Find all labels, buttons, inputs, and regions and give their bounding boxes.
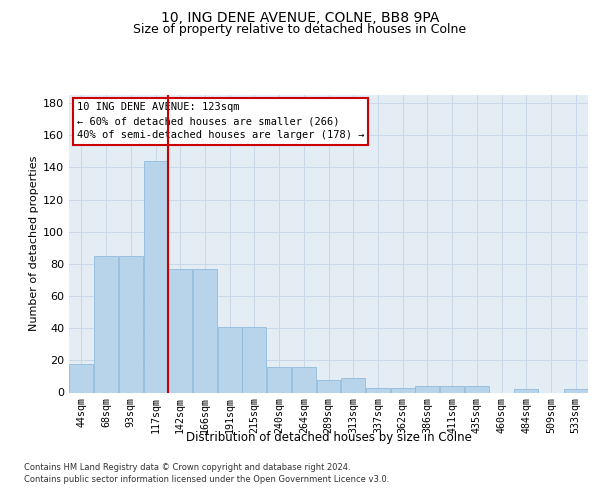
- Bar: [341, 378, 365, 392]
- Bar: [94, 256, 118, 392]
- Bar: [514, 390, 538, 392]
- Text: 10 ING DENE AVENUE: 123sqm
← 60% of detached houses are smaller (266)
40% of sem: 10 ING DENE AVENUE: 123sqm ← 60% of deta…: [77, 102, 364, 141]
- Bar: [465, 386, 489, 392]
- Bar: [70, 364, 94, 392]
- Bar: [119, 256, 143, 392]
- Bar: [366, 388, 390, 392]
- Bar: [440, 386, 464, 392]
- Bar: [317, 380, 340, 392]
- Bar: [292, 367, 316, 392]
- Bar: [415, 386, 439, 392]
- Bar: [391, 388, 415, 392]
- Text: 10, ING DENE AVENUE, COLNE, BB8 9PA: 10, ING DENE AVENUE, COLNE, BB8 9PA: [161, 11, 439, 25]
- Bar: [218, 326, 242, 392]
- Text: Contains public sector information licensed under the Open Government Licence v3: Contains public sector information licen…: [24, 474, 389, 484]
- Bar: [267, 367, 291, 392]
- Y-axis label: Number of detached properties: Number of detached properties: [29, 156, 39, 332]
- Text: Distribution of detached houses by size in Colne: Distribution of detached houses by size …: [186, 431, 472, 444]
- Text: Size of property relative to detached houses in Colne: Size of property relative to detached ho…: [133, 22, 467, 36]
- Text: Contains HM Land Registry data © Crown copyright and database right 2024.: Contains HM Land Registry data © Crown c…: [24, 464, 350, 472]
- Bar: [143, 161, 167, 392]
- Bar: [193, 268, 217, 392]
- Bar: [563, 390, 587, 392]
- Bar: [168, 268, 192, 392]
- Bar: [242, 326, 266, 392]
